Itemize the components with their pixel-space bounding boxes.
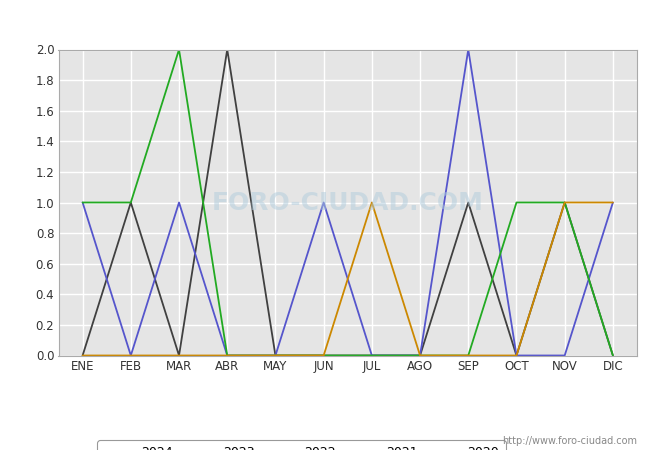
- Legend: 2024, 2023, 2022, 2021, 2020: 2024, 2023, 2022, 2021, 2020: [98, 440, 506, 450]
- Text: Matriculaciones de Vehiculos en Vadocondes: Matriculaciones de Vehiculos en Vadocond…: [139, 11, 511, 29]
- Text: http://www.foro-ciudad.com: http://www.foro-ciudad.com: [502, 436, 637, 446]
- Text: FORO-CIUDAD.COM: FORO-CIUDAD.COM: [212, 190, 484, 215]
